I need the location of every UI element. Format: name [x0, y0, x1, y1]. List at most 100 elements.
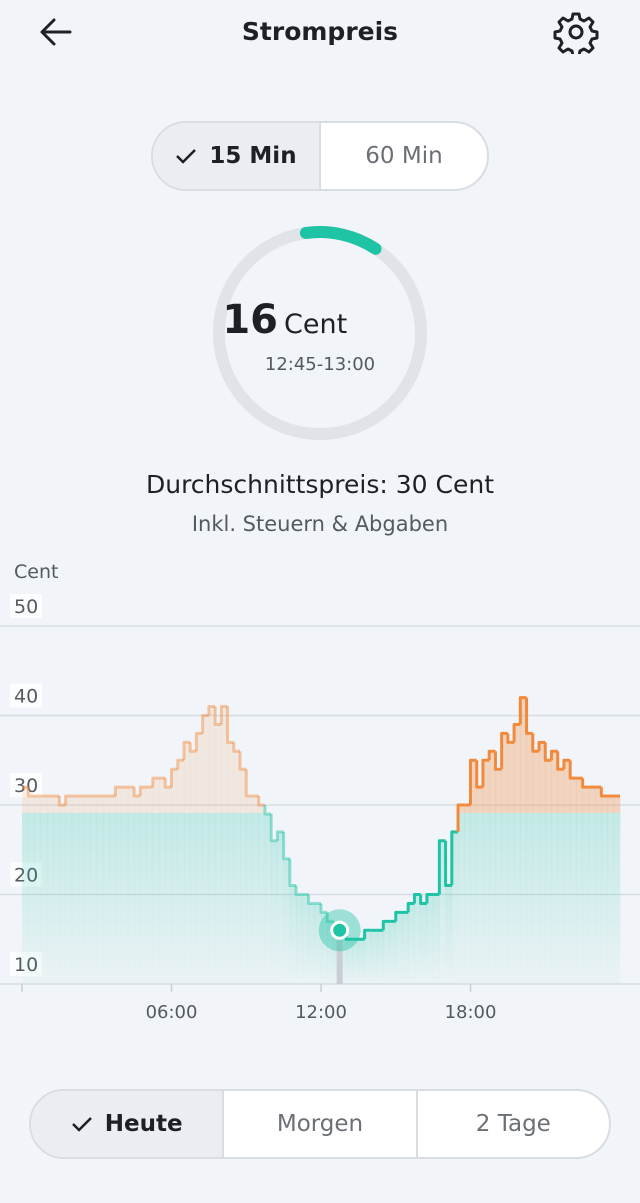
area-above: [458, 805, 465, 813]
area-below: [196, 812, 203, 984]
area-below: [202, 812, 210, 984]
area-above: [495, 769, 502, 813]
price-step: [319, 903, 328, 914]
area-below: [588, 812, 596, 984]
current-unit: Cent: [284, 309, 347, 340]
y-tick-label: 30: [14, 775, 38, 797]
area-below: [183, 812, 191, 984]
current-marker: [330, 920, 350, 940]
area-below: [582, 812, 590, 984]
area-above: [34, 796, 41, 813]
area-above: [489, 751, 496, 813]
price-step: [194, 731, 203, 752]
area-below: [78, 812, 85, 984]
area-above: [595, 787, 602, 813]
price-step: [232, 742, 241, 753]
area-below: [514, 812, 521, 984]
area-above: [215, 724, 222, 813]
x-tick-label: 18:00: [445, 1002, 497, 1023]
area-below: [482, 812, 490, 984]
day-toggle: Heute Morgen 2 Tage: [29, 1089, 611, 1159]
area-above: [202, 715, 210, 813]
area-below: [152, 812, 160, 984]
area-above: [102, 796, 110, 813]
area-above: [240, 769, 247, 813]
area-below: [140, 812, 147, 984]
price-step: [275, 830, 284, 841]
area-below: [327, 921, 334, 984]
area-above: [159, 778, 166, 813]
price-step: [188, 742, 197, 753]
area-below: [364, 930, 372, 984]
price-step: [469, 758, 477, 805]
area-above: [171, 769, 179, 813]
area-below: [439, 840, 446, 984]
area-below: [59, 812, 66, 984]
area-below: [395, 912, 403, 984]
area-below: [383, 921, 390, 984]
price-step: [518, 696, 527, 725]
toggle-option[interactable]: Heute: [31, 1091, 223, 1157]
area-above: [127, 787, 135, 813]
price-step: [581, 778, 589, 789]
area-above: [258, 805, 266, 813]
price-step: [381, 919, 390, 931]
area-above: [563, 760, 571, 813]
price-step: [288, 858, 297, 888]
area-below: [28, 812, 35, 984]
area-below: [551, 812, 559, 984]
y-tick-bg: [10, 773, 42, 797]
tax-note: Inkl. Steuern & Abgaben: [191, 512, 449, 536]
area-above: [65, 796, 73, 813]
price-step: [525, 697, 533, 735]
area-above: [134, 796, 141, 813]
price-step: [57, 796, 66, 807]
price-step: [556, 751, 564, 771]
price-step: [64, 794, 72, 805]
toggle-option[interactable]: Morgen: [222, 1091, 415, 1157]
area-above: [233, 751, 241, 813]
area-below: [507, 812, 515, 984]
area-above: [520, 697, 527, 813]
price-step: [170, 767, 178, 788]
area-above: [545, 760, 552, 813]
area-below: [240, 812, 247, 984]
area-below: [308, 903, 316, 984]
area-below: [557, 812, 565, 984]
area-below: [215, 812, 222, 984]
area-below: [233, 812, 241, 984]
toggle-option[interactable]: 60 Min: [319, 123, 487, 189]
area-below: [601, 812, 608, 984]
price-step: [163, 778, 172, 789]
area-below: [501, 812, 509, 984]
area-below: [476, 812, 484, 984]
area-above: [482, 760, 490, 813]
price-step: [151, 776, 160, 788]
area-below: [159, 812, 166, 984]
toggle-option[interactable]: 2 Tage: [415, 1091, 609, 1157]
area-below: [495, 812, 502, 984]
area-above: [28, 796, 35, 813]
settings-button[interactable]: [552, 10, 600, 54]
price-step: [226, 706, 234, 744]
toggle-option[interactable]: 15 Min: [153, 123, 319, 189]
area-above: [46, 796, 54, 813]
area-below: [302, 894, 309, 984]
area-below: [389, 921, 397, 984]
toggle-label: Morgen: [276, 1111, 364, 1137]
area-above: [570, 778, 577, 813]
area-below: [607, 812, 615, 984]
area-above: [121, 787, 129, 813]
area-below: [40, 812, 48, 984]
check-icon: [176, 149, 197, 164]
price-step: [456, 803, 465, 832]
area-above: [514, 724, 521, 813]
back-button[interactable]: [36, 14, 76, 50]
price-step: [263, 805, 272, 816]
area-above: [165, 787, 172, 813]
area-above: [557, 769, 565, 813]
area-below: [458, 812, 465, 984]
area-below: [227, 812, 235, 984]
